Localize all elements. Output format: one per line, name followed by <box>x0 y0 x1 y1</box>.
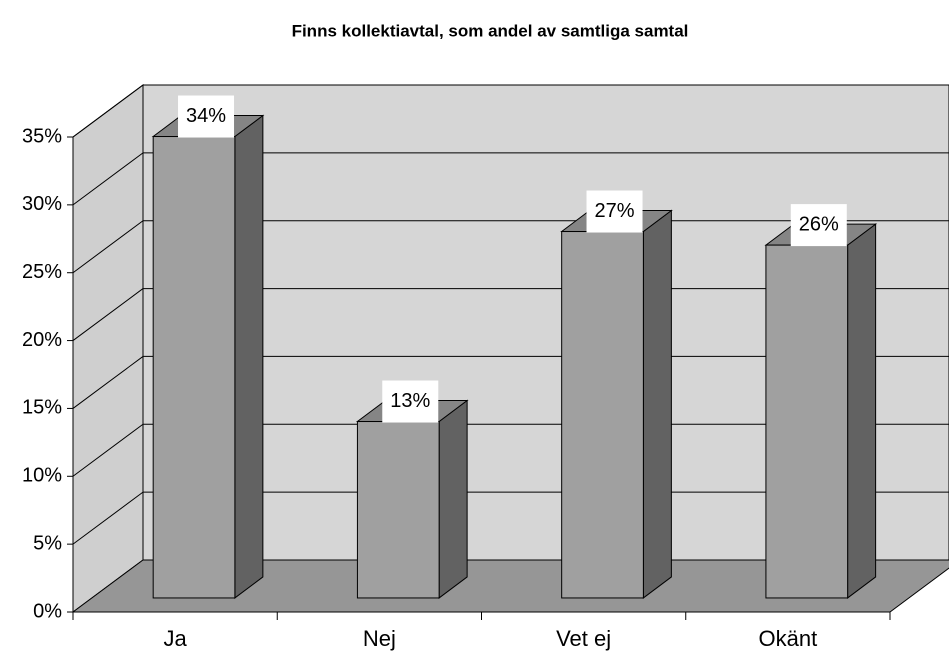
bar-side <box>847 223 877 599</box>
chart-title: Finns kollektiavtal, som andel av samtli… <box>292 21 689 40</box>
bar <box>152 136 236 599</box>
bar-side <box>234 114 264 599</box>
y-tick-label: 15% <box>22 397 62 419</box>
grid-line <box>72 356 144 409</box>
bar <box>561 231 644 599</box>
bar <box>765 244 849 599</box>
grid-line <box>72 220 144 274</box>
value-label-box <box>790 204 847 247</box>
left-wall <box>72 84 144 613</box>
value-label-box <box>586 190 643 233</box>
grid-line <box>72 84 144 138</box>
grid-line <box>72 491 144 545</box>
bar-side <box>438 399 468 599</box>
grid-line <box>72 423 144 477</box>
grid-line <box>72 288 144 341</box>
bar-side <box>642 209 672 599</box>
x-tick-label: Vet ej <box>556 626 611 651</box>
grid-line <box>72 152 144 206</box>
value-label: 13% <box>390 390 430 412</box>
x-tick-label: Nej <box>363 626 396 651</box>
y-tick-label: 0% <box>33 600 62 622</box>
x-tick-label: Okänt <box>759 626 818 651</box>
y-tick-label: 10% <box>22 465 62 487</box>
y-tick-label: 35% <box>22 125 62 147</box>
bar <box>356 421 440 599</box>
x-tick-label: Ja <box>164 626 188 651</box>
value-label: 26% <box>799 213 839 235</box>
y-tick-label: 25% <box>22 261 62 283</box>
value-label-box <box>382 380 439 423</box>
y-tick-label: 5% <box>33 532 62 554</box>
y-tick-label: 30% <box>22 193 62 215</box>
y-tick-label: 20% <box>22 329 62 351</box>
value-label-box <box>178 95 235 138</box>
value-label: 34% <box>186 105 226 127</box>
value-label: 27% <box>595 200 635 222</box>
